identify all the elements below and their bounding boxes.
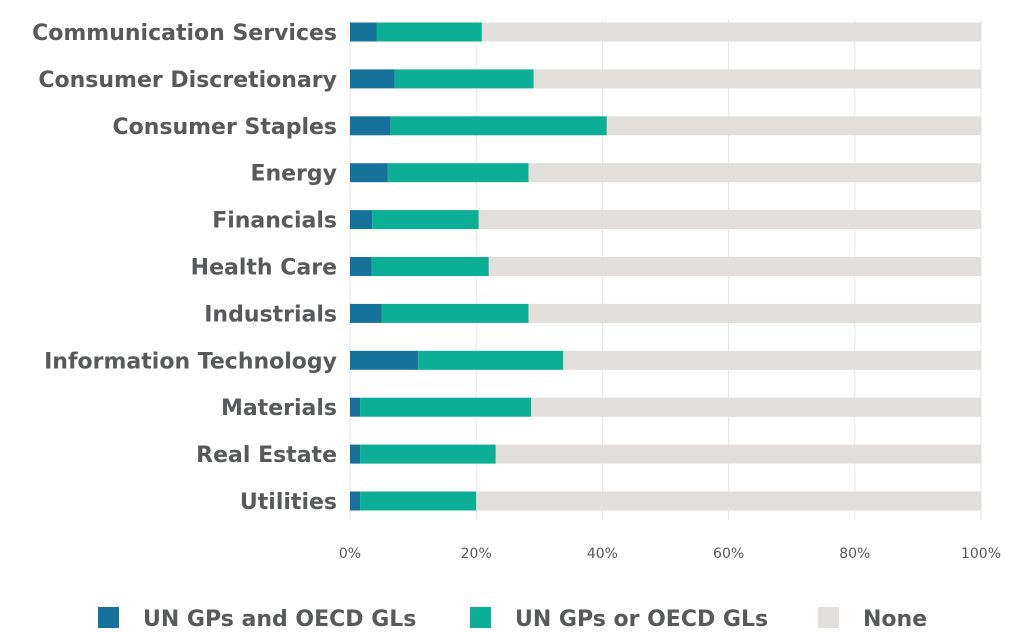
- bar-segment-series-2: [528, 163, 981, 183]
- bar-segment-series-1: [360, 491, 477, 511]
- bars: [350, 22, 981, 511]
- legend: UN GPs and OECD GLs UN GPs or OECD GLs Non…: [98, 607, 927, 632]
- bar-segment-series-2: [533, 69, 981, 89]
- legend-swatch: [818, 607, 839, 628]
- legend-swatch: [470, 607, 491, 628]
- category-label: Communication Services: [32, 21, 337, 46]
- bar-segment-series-0: [350, 163, 388, 183]
- x-tick-label: 40%: [587, 546, 618, 562]
- legend-label: UN GPs and OECD GLs: [143, 607, 416, 632]
- bar-segment-series-1: [381, 303, 529, 323]
- bar-segment-series-1: [390, 116, 607, 136]
- bar-segment-series-2: [478, 210, 981, 230]
- bar-segment-series-0: [350, 491, 361, 511]
- category-label: Industrials: [204, 302, 337, 327]
- bar-segment-series-1: [372, 210, 479, 230]
- legend-swatch: [98, 607, 119, 628]
- bar-segment-series-0: [350, 22, 377, 42]
- bar-segment-series-2: [476, 491, 981, 511]
- legend-label: None: [863, 607, 927, 632]
- category-label: Consumer Staples: [112, 115, 337, 140]
- x-tick-labels: 0% 20% 40% 60% 80% 100%: [339, 546, 1001, 562]
- category-labels: Communication Services Consumer Discretio…: [32, 21, 337, 515]
- category-label: Materials: [221, 396, 337, 421]
- bar-segment-series-1: [418, 350, 564, 370]
- bar-segment-series-1: [376, 22, 482, 42]
- category-label: Energy: [250, 162, 337, 187]
- bar-segment-series-0: [350, 444, 361, 464]
- category-label: Information Technology: [44, 349, 337, 374]
- category-label: Real Estate: [196, 443, 337, 468]
- bar-segment-series-1: [371, 257, 489, 276]
- bar-segment-series-0: [350, 303, 382, 323]
- bar-segment-series-2: [495, 444, 981, 464]
- bar-segment-series-2: [528, 303, 981, 323]
- bar-segment-series-2: [606, 116, 981, 136]
- bar-segment-series-1: [387, 163, 529, 183]
- category-label: Consumer Discretionary: [38, 68, 337, 93]
- bar-segment-series-0: [350, 350, 419, 370]
- bar-segment-series-1: [360, 397, 532, 417]
- x-tick-label: 80%: [839, 546, 870, 562]
- legend-label: UN GPs or OECD GLs: [515, 607, 768, 632]
- bar-segment-series-2: [531, 397, 981, 417]
- x-tick-label: 20%: [461, 546, 492, 562]
- bar-segment-series-0: [350, 116, 391, 136]
- x-tick-label: 60%: [713, 546, 744, 562]
- x-tick-label: 0%: [339, 546, 361, 562]
- bar-segment-series-1: [360, 444, 496, 464]
- bar-segment-series-0: [350, 257, 372, 276]
- bar-segment-series-2: [488, 257, 981, 276]
- bar-segment-series-2: [563, 350, 981, 370]
- x-tick-label: 100%: [961, 546, 1001, 562]
- bar-segment-series-1: [394, 69, 534, 89]
- category-label: Health Care: [191, 256, 337, 281]
- bar-segment-series-0: [350, 210, 373, 230]
- bar-segment-series-0: [350, 397, 361, 417]
- bar-segment-series-0: [350, 69, 395, 89]
- category-label: Utilities: [240, 490, 337, 515]
- bar-segment-series-2: [481, 22, 981, 42]
- category-label: Financials: [212, 209, 337, 234]
